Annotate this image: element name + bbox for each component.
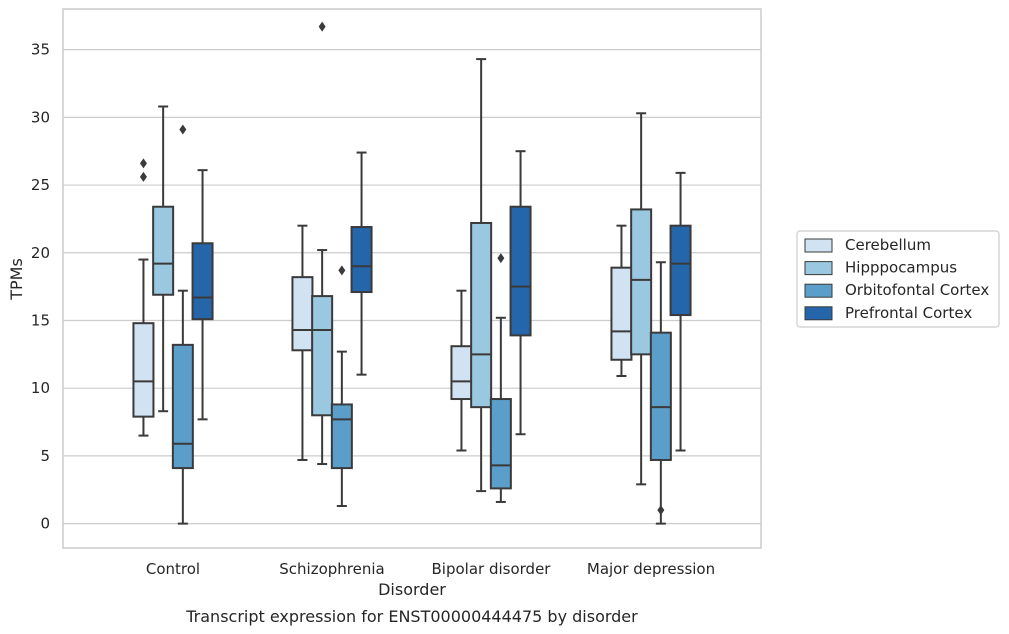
chart-caption: Transcript expression for ENST0000044447… (185, 607, 638, 626)
y-tick-label: 5 (40, 447, 50, 465)
box-prefrontal-cortex (509, 150, 532, 436)
outlier-point (318, 21, 326, 32)
y-tick-labels: 0 5 10 15 20 25 30 35 (31, 41, 50, 533)
box-orbitofontal-cortex (489, 253, 512, 503)
box-prefrontal-cortex (191, 169, 214, 421)
box-body (669, 224, 692, 317)
box-body (350, 226, 373, 294)
legend-label: Prefrontal Cortex (845, 304, 972, 322)
y-tick-label: 15 (31, 311, 50, 329)
box-body (152, 205, 175, 296)
outlier-point (338, 265, 346, 276)
y-tick-label: 0 (40, 515, 50, 533)
y-tick-label: 10 (31, 379, 50, 397)
box-orbitofontal-cortex (330, 265, 353, 508)
box-hipppocampus (630, 112, 653, 486)
box-prefrontal-cortex (350, 151, 373, 376)
box-hipppocampus (152, 105, 175, 413)
legend-label: Hipppocampus (845, 259, 957, 277)
x-tick-label: Control (146, 560, 200, 578)
plot-area (62, 8, 762, 549)
x-tick-label: Bipolar disorder (432, 560, 552, 578)
box-body (509, 205, 532, 337)
legend-swatch (804, 261, 833, 276)
box-body (291, 276, 314, 352)
box-body (330, 403, 353, 470)
outlier-point (139, 158, 147, 169)
box-hipppocampus (311, 21, 334, 466)
y-tick-label: 25 (31, 176, 50, 194)
y-tick-label: 35 (31, 41, 50, 59)
box-body (630, 208, 653, 356)
x-tick-label: Schizophrenia (279, 560, 384, 578)
y-tick-label: 30 (31, 108, 50, 126)
y-axis-title: TPMs (7, 258, 26, 301)
box-cerebellum (610, 224, 633, 378)
box-cerebellum (450, 289, 473, 452)
x-axis-title: Disorder (378, 580, 446, 599)
box-body (450, 345, 473, 401)
box-orbitofontal-cortex (649, 261, 672, 525)
legend: Cerebellum Hipppocampus Orbitofontal Corte… (796, 230, 1000, 328)
legend-swatch (804, 238, 833, 253)
boxes (132, 21, 692, 525)
outlier-point (497, 253, 505, 264)
outlier-point (139, 171, 147, 182)
box-prefrontal-cortex (669, 171, 692, 452)
box-body (171, 343, 194, 470)
box-hipppocampus (470, 58, 493, 493)
outlier-point (657, 505, 665, 516)
box-cerebellum (291, 224, 314, 461)
box-body (132, 322, 155, 418)
box-body (649, 331, 672, 461)
box-orbitofontal-cortex (171, 124, 194, 525)
legend-label: Orbitofontal Cortex (845, 281, 989, 299)
box-body (610, 266, 633, 361)
legend-swatch (804, 283, 833, 298)
box-body (311, 295, 334, 417)
outlier-point (179, 124, 187, 135)
legend-box (796, 230, 1000, 328)
legend-swatch (804, 306, 833, 321)
x-tick-label: Major depression (587, 560, 715, 578)
box-body (191, 242, 214, 321)
box-body (470, 221, 493, 409)
y-tick-label: 20 (31, 244, 50, 262)
x-tick-labels: Control Schizophrenia Bipolar disorder Majo… (146, 560, 715, 578)
box-cerebellum (132, 158, 155, 437)
legend-label: Cerebellum (845, 236, 931, 254)
box-body (489, 398, 512, 490)
